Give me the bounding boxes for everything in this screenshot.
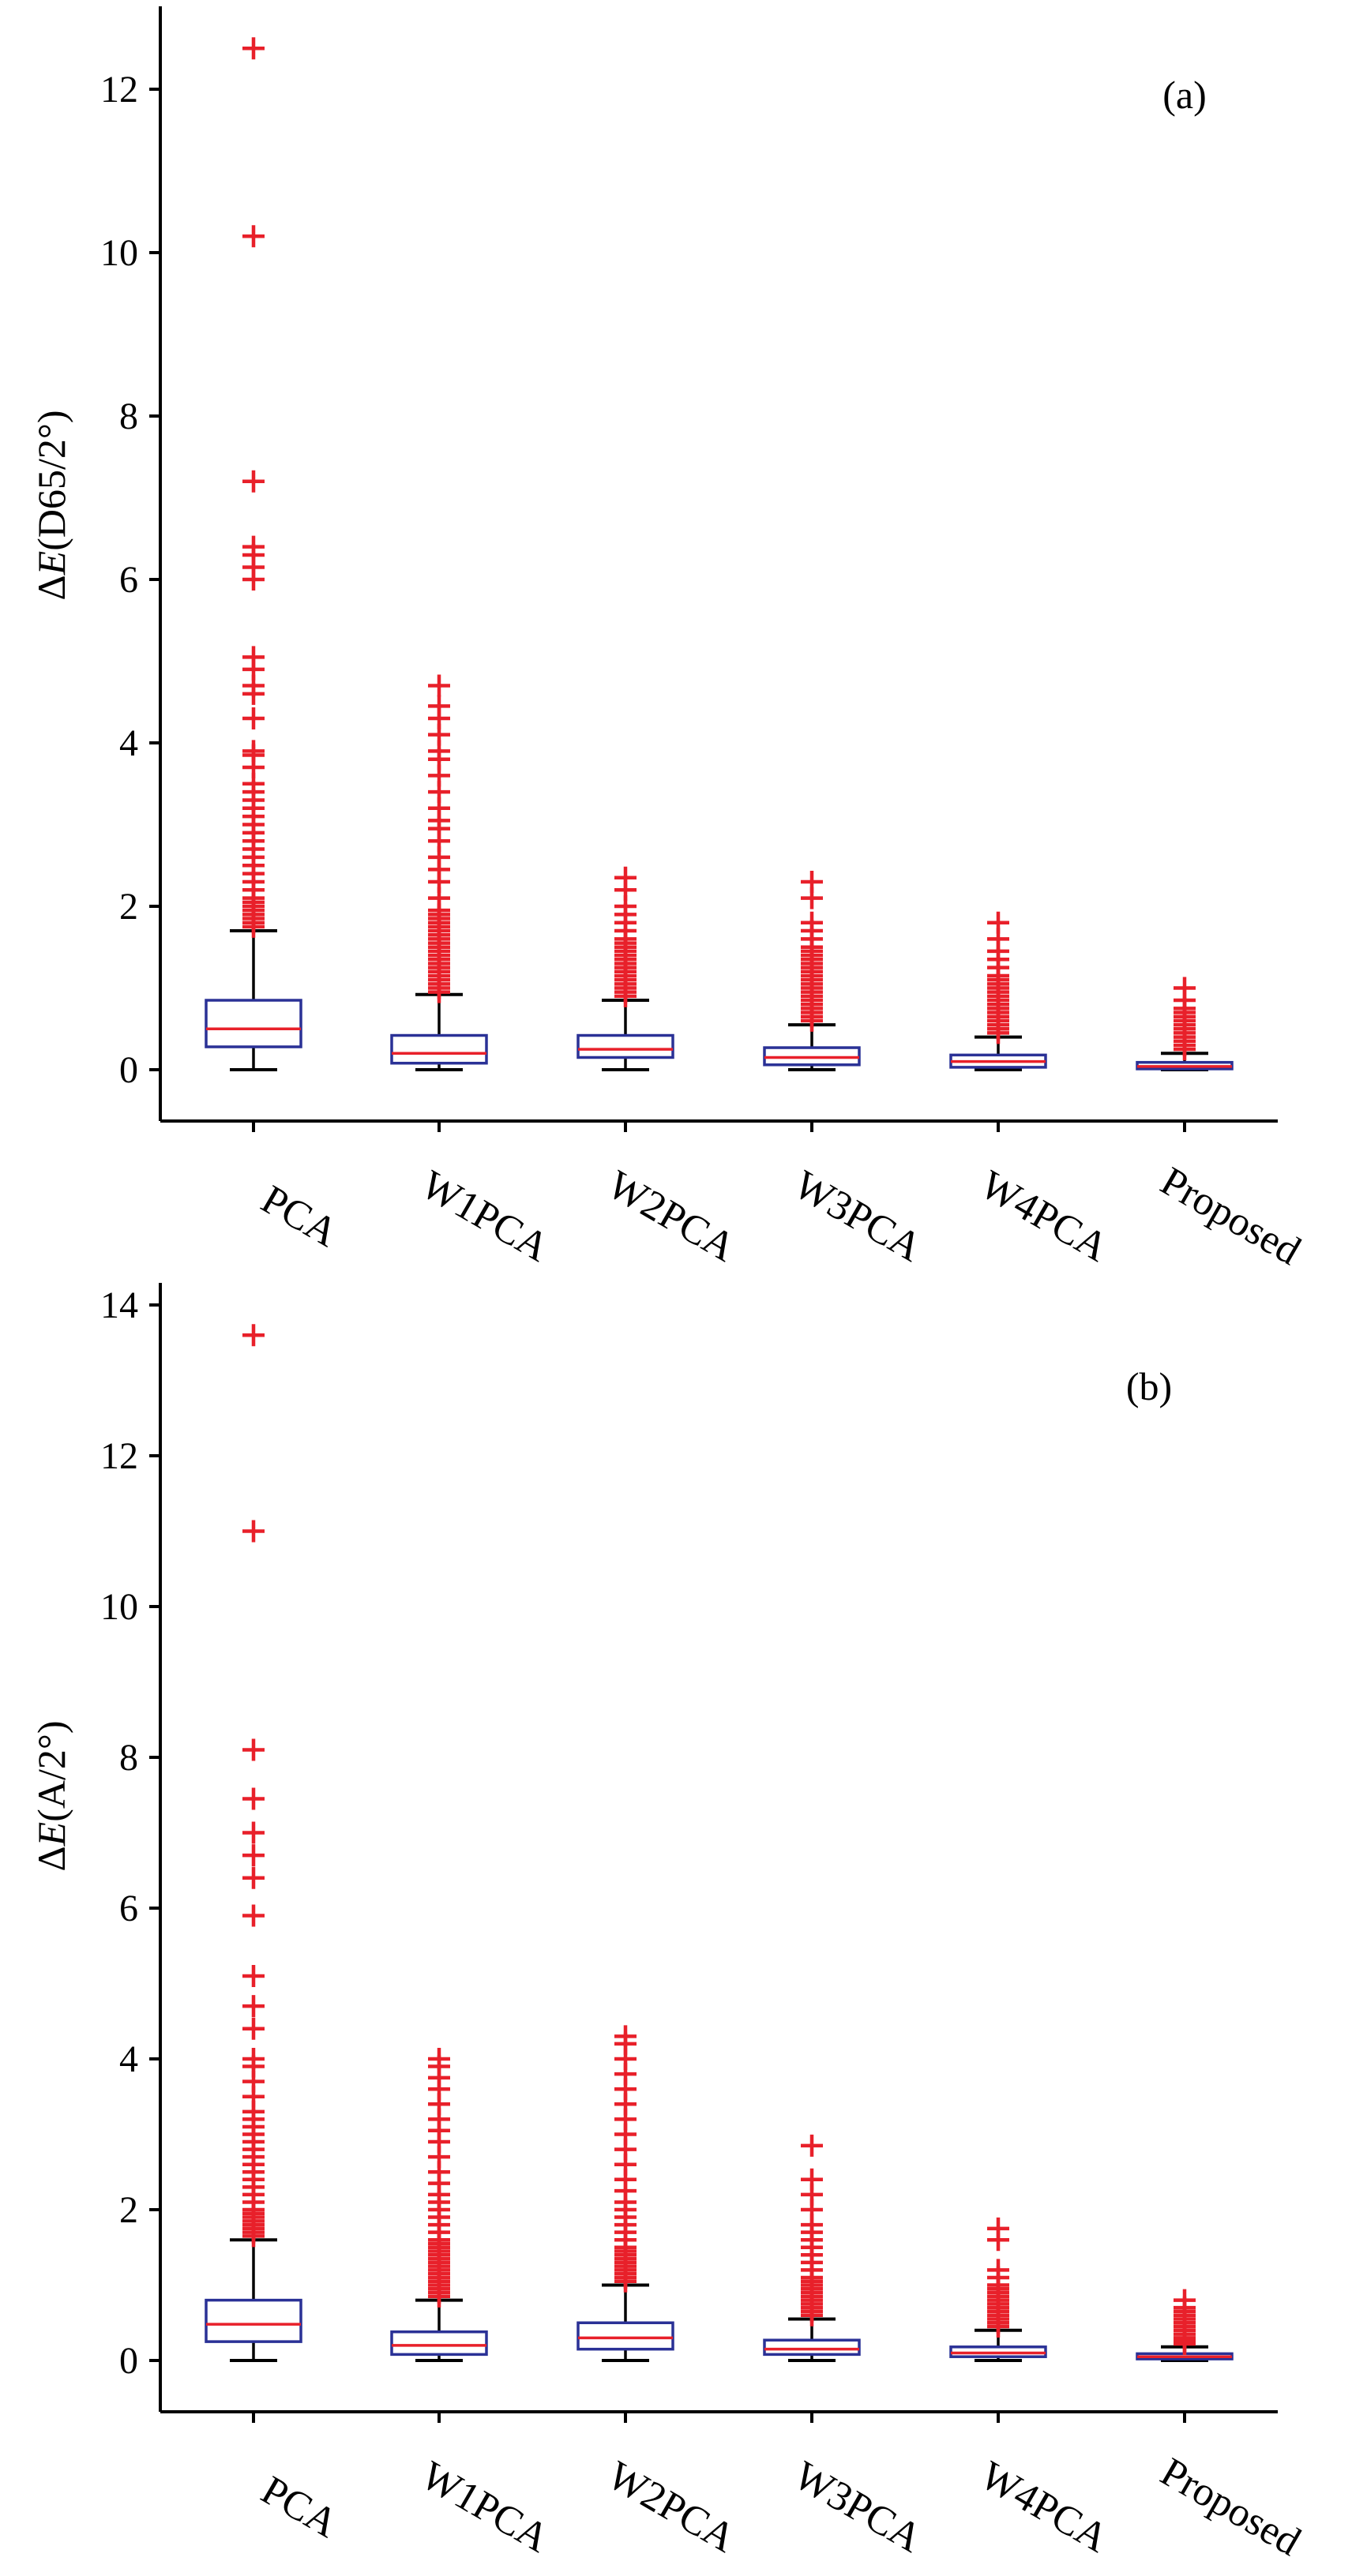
- outlier-point: [428, 674, 450, 697]
- outlier-point: [428, 2048, 450, 2070]
- y-tick-label: 2: [119, 886, 138, 928]
- y-tick-label: 8: [119, 396, 138, 437]
- outlier-point: [987, 2259, 1009, 2282]
- x-tick-label: W3PCA: [787, 2453, 930, 2562]
- box-w3pca: [763, 2134, 861, 2362]
- outlier-point: [428, 695, 450, 718]
- x-tick-label: W2PCA: [600, 2453, 744, 2562]
- y-tick-label: 0: [119, 2340, 138, 2382]
- outlier-point: [242, 707, 265, 729]
- outlier-point: [242, 37, 265, 60]
- outlier-point: [242, 225, 265, 248]
- iqr-box: [576, 1033, 674, 1059]
- box-w4pca: [949, 911, 1047, 1071]
- panel-label: (b): [1126, 1364, 1172, 1408]
- box-w1pca: [390, 2048, 488, 2362]
- y-axis-title: ΔE(D65/2°): [29, 411, 73, 601]
- panel-b: 0 2 4 6 8 10 12 14 ΔE(A/2°) (b) PCA W1PCA W2PCA W3PCA…: [29, 1283, 1308, 2565]
- outlier-point: [801, 870, 823, 893]
- outlier-point: [242, 470, 265, 493]
- outlier-point: [1174, 2289, 1196, 2312]
- y-tick-label: 0: [119, 1049, 138, 1091]
- outlier-point: [801, 911, 823, 934]
- x-tick-label: Proposed: [1153, 2450, 1308, 2565]
- x-tick-label: Proposed: [1153, 1159, 1308, 1274]
- y-tick-label: 12: [100, 1435, 138, 1477]
- box-w1pca: [390, 674, 488, 1071]
- x-tick-label: W1PCA: [414, 2453, 558, 2562]
- x-tick-label: W2PCA: [600, 1162, 744, 1271]
- box-w2pca: [576, 2025, 674, 2362]
- box-proposed: [1136, 977, 1234, 1071]
- outlier-point: [614, 2025, 637, 2048]
- iqr-box: [390, 1033, 488, 1065]
- x-tick-label: W1PCA: [414, 1162, 558, 1271]
- outlier-point: [242, 1324, 265, 1347]
- y-tick-label: 6: [119, 1888, 138, 1929]
- outlier-point: [242, 1787, 265, 1810]
- outlier-point: [987, 2217, 1009, 2240]
- outlier-point: [801, 2168, 823, 2191]
- iqr-box: [390, 2330, 488, 2357]
- outlier-point: [242, 1821, 265, 1844]
- y-tick-label: 12: [100, 69, 138, 111]
- x-tick-label: PCA: [254, 1177, 345, 1256]
- y-tick-label: 6: [119, 559, 138, 601]
- box-w2pca: [576, 866, 674, 1071]
- outlier-point: [242, 1904, 265, 1927]
- iqr-box: [205, 999, 302, 1048]
- y-axis-title: ΔE(A/2°): [29, 1721, 73, 1872]
- x-tick-label: PCA: [254, 2468, 345, 2547]
- outlier-point: [242, 646, 265, 669]
- outlier-point: [242, 1964, 265, 1987]
- x-tick-label: W4PCA: [973, 1162, 1117, 1271]
- outlier-point: [614, 866, 637, 889]
- y-tick-label: 2: [119, 2189, 138, 2231]
- outlier-point: [242, 2017, 265, 2040]
- iqr-box: [205, 2298, 302, 2343]
- box-w3pca: [763, 870, 861, 1071]
- box-pca: [205, 1324, 302, 2362]
- iqr-box: [763, 2338, 861, 2357]
- outlier-point: [242, 740, 265, 763]
- x-tick-label: W4PCA: [973, 2453, 1117, 2562]
- outlier-point: [801, 2134, 823, 2157]
- box-pca: [205, 37, 302, 1071]
- y-tick-label: 4: [119, 2038, 138, 2080]
- x-tick-label: W3PCA: [787, 1162, 930, 1271]
- outlier-point: [242, 1738, 265, 1761]
- outlier-point: [1174, 977, 1196, 999]
- outlier-point: [242, 535, 265, 558]
- y-tick-label: 10: [100, 232, 138, 274]
- outlier-point: [242, 1866, 265, 1889]
- iqr-box: [576, 2321, 674, 2351]
- outlier-point: [242, 1995, 265, 2018]
- outlier-point: [242, 1844, 265, 1867]
- outlier-point: [242, 2048, 265, 2070]
- box-proposed: [1136, 2289, 1234, 2362]
- y-tick-label: 4: [119, 722, 138, 764]
- y-tick-label: 14: [100, 1284, 138, 1326]
- box-w4pca: [949, 2217, 1047, 2362]
- panel-label: (a): [1162, 73, 1207, 117]
- outlier-point: [242, 1520, 265, 1543]
- panel-a: 0 2 4 6 8 10 12 ΔE(D65/2°) (a) PCA W1PCA W2PCA W3PCA…: [29, 6, 1308, 1274]
- y-tick-label: 10: [100, 1586, 138, 1628]
- y-tick-label: 8: [119, 1737, 138, 1779]
- outlier-point: [987, 911, 1009, 934]
